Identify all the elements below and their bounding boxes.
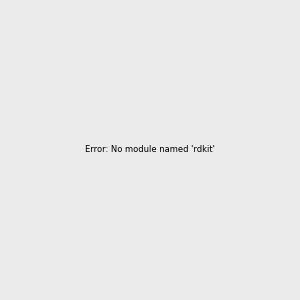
Text: Error: No module named 'rdkit': Error: No module named 'rdkit': [85, 146, 215, 154]
